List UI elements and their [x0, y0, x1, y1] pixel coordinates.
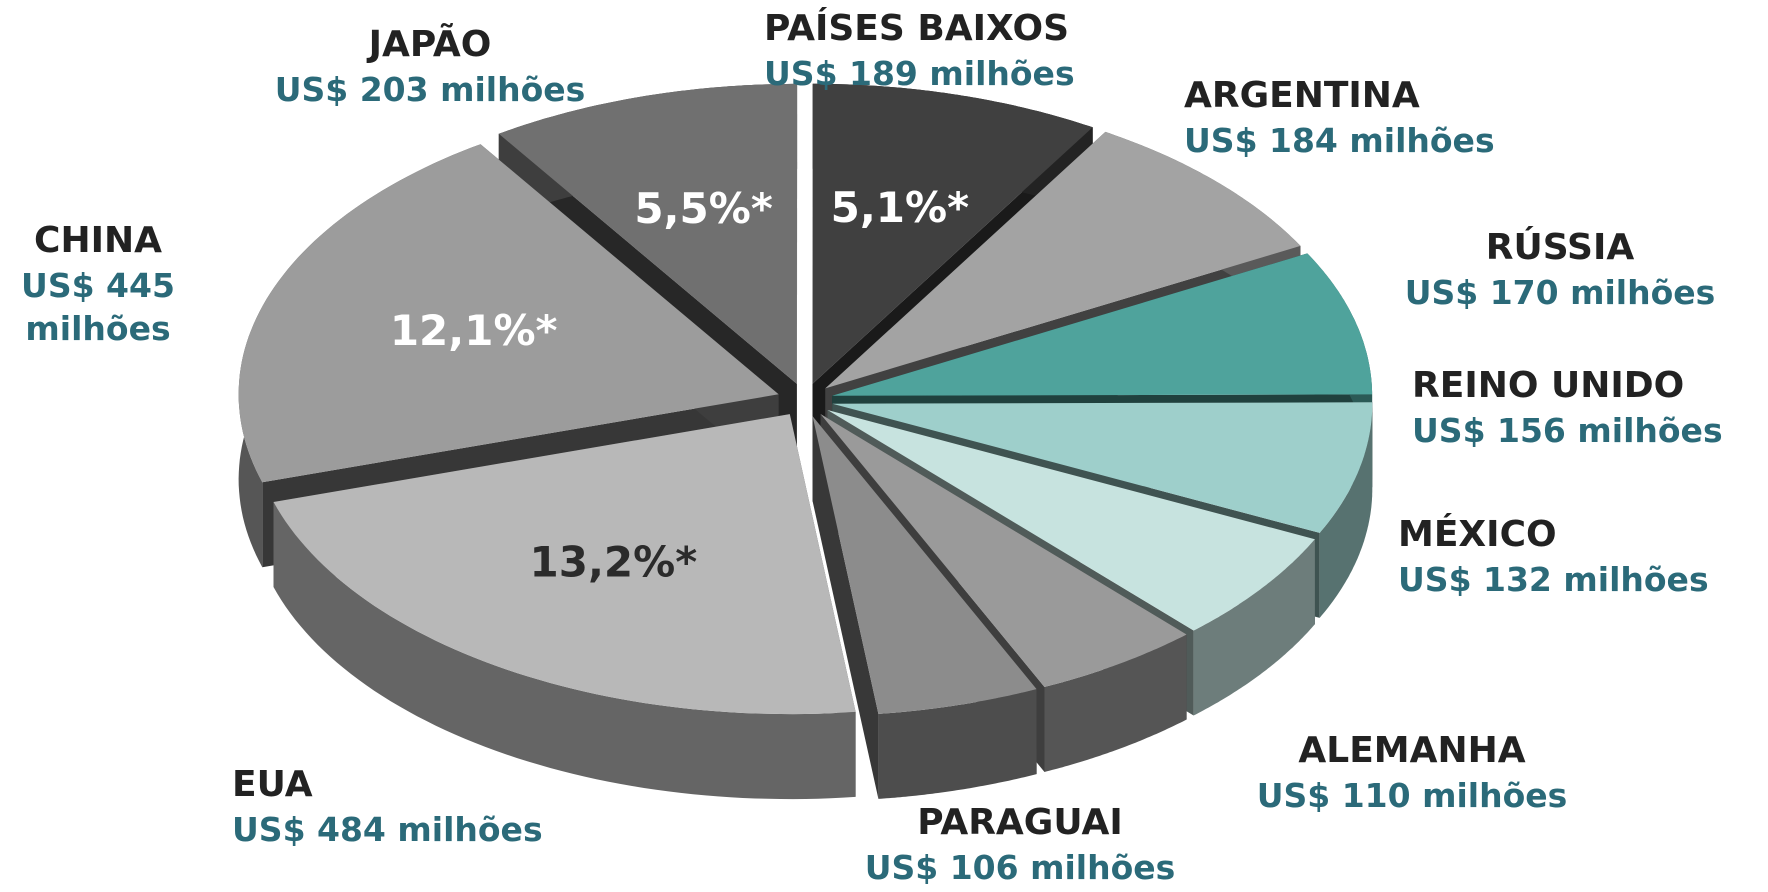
country-name: CHINA	[34, 220, 162, 261]
slice	[825, 131, 1301, 389]
slice	[812, 83, 1093, 384]
share-label: 5,1%*	[831, 183, 969, 232]
slice	[812, 416, 1037, 714]
slice-label: EUA US$ 484 milhões	[232, 762, 652, 852]
slice	[498, 83, 798, 384]
country-name: JAPÃO	[368, 24, 492, 65]
value-label: US$ 170 milhões	[1404, 272, 1716, 312]
slice	[820, 414, 1187, 687]
country-name: MÉXICO	[1398, 514, 1557, 555]
slice-label: ARGENTINA US$ 184 milhões	[1184, 73, 1604, 163]
slice-label: JAPÃO US$ 203 milhões	[250, 22, 610, 112]
share-label: 13,2%*	[530, 538, 698, 587]
value-label: US$ 445 milhões	[21, 265, 175, 348]
slice-label: RÚSSIA US$ 170 milhões	[1370, 225, 1750, 315]
value-label: US$ 110 milhões	[1256, 775, 1568, 815]
slice	[832, 253, 1373, 396]
country-name: PAÍSES BAIXOS	[764, 8, 1070, 49]
value-label: US$ 484 milhões	[232, 809, 543, 849]
value-label: US$ 106 milhões	[864, 847, 1176, 887]
slice-label: PAÍSES BAIXOS US$ 189 milhões	[764, 6, 1184, 96]
slice-side	[1319, 402, 1373, 618]
slice-side	[273, 502, 856, 800]
slice-label: REINO UNIDO US$ 156 milhões	[1412, 363, 1762, 453]
slice-label: ALEMANHA US$ 110 milhões	[1222, 728, 1602, 818]
value-label: US$ 132 milhões	[1398, 559, 1709, 599]
slice-side	[1044, 634, 1187, 772]
country-name: REINO UNIDO	[1412, 365, 1685, 406]
value-label: US$ 203 milhões	[274, 69, 586, 109]
slice-label: MÉXICO US$ 132 milhões	[1398, 512, 1748, 602]
slice-side	[1193, 539, 1315, 716]
country-name: EUA	[232, 764, 313, 805]
share-label: 12,1%*	[390, 306, 558, 355]
slice	[832, 402, 1373, 533]
slice	[238, 144, 779, 483]
slice	[827, 410, 1315, 631]
country-name: ARGENTINA	[1184, 75, 1420, 116]
country-name: RÚSSIA	[1485, 227, 1635, 268]
slice	[273, 414, 856, 715]
value-label: US$ 189 milhões	[764, 53, 1075, 93]
value-label: US$ 184 milhões	[1184, 120, 1495, 160]
share-label: 5,5%*	[634, 184, 772, 233]
country-name: PARAGUAI	[917, 802, 1123, 843]
country-name: ALEMANHA	[1298, 730, 1526, 771]
slice-label: CHINA US$ 445 milhões	[8, 218, 188, 351]
value-label: US$ 156 milhões	[1412, 410, 1723, 450]
slice-wall	[812, 416, 879, 799]
slice-side	[878, 689, 1037, 799]
slice-label: PARAGUAI US$ 106 milhões	[830, 800, 1210, 890]
